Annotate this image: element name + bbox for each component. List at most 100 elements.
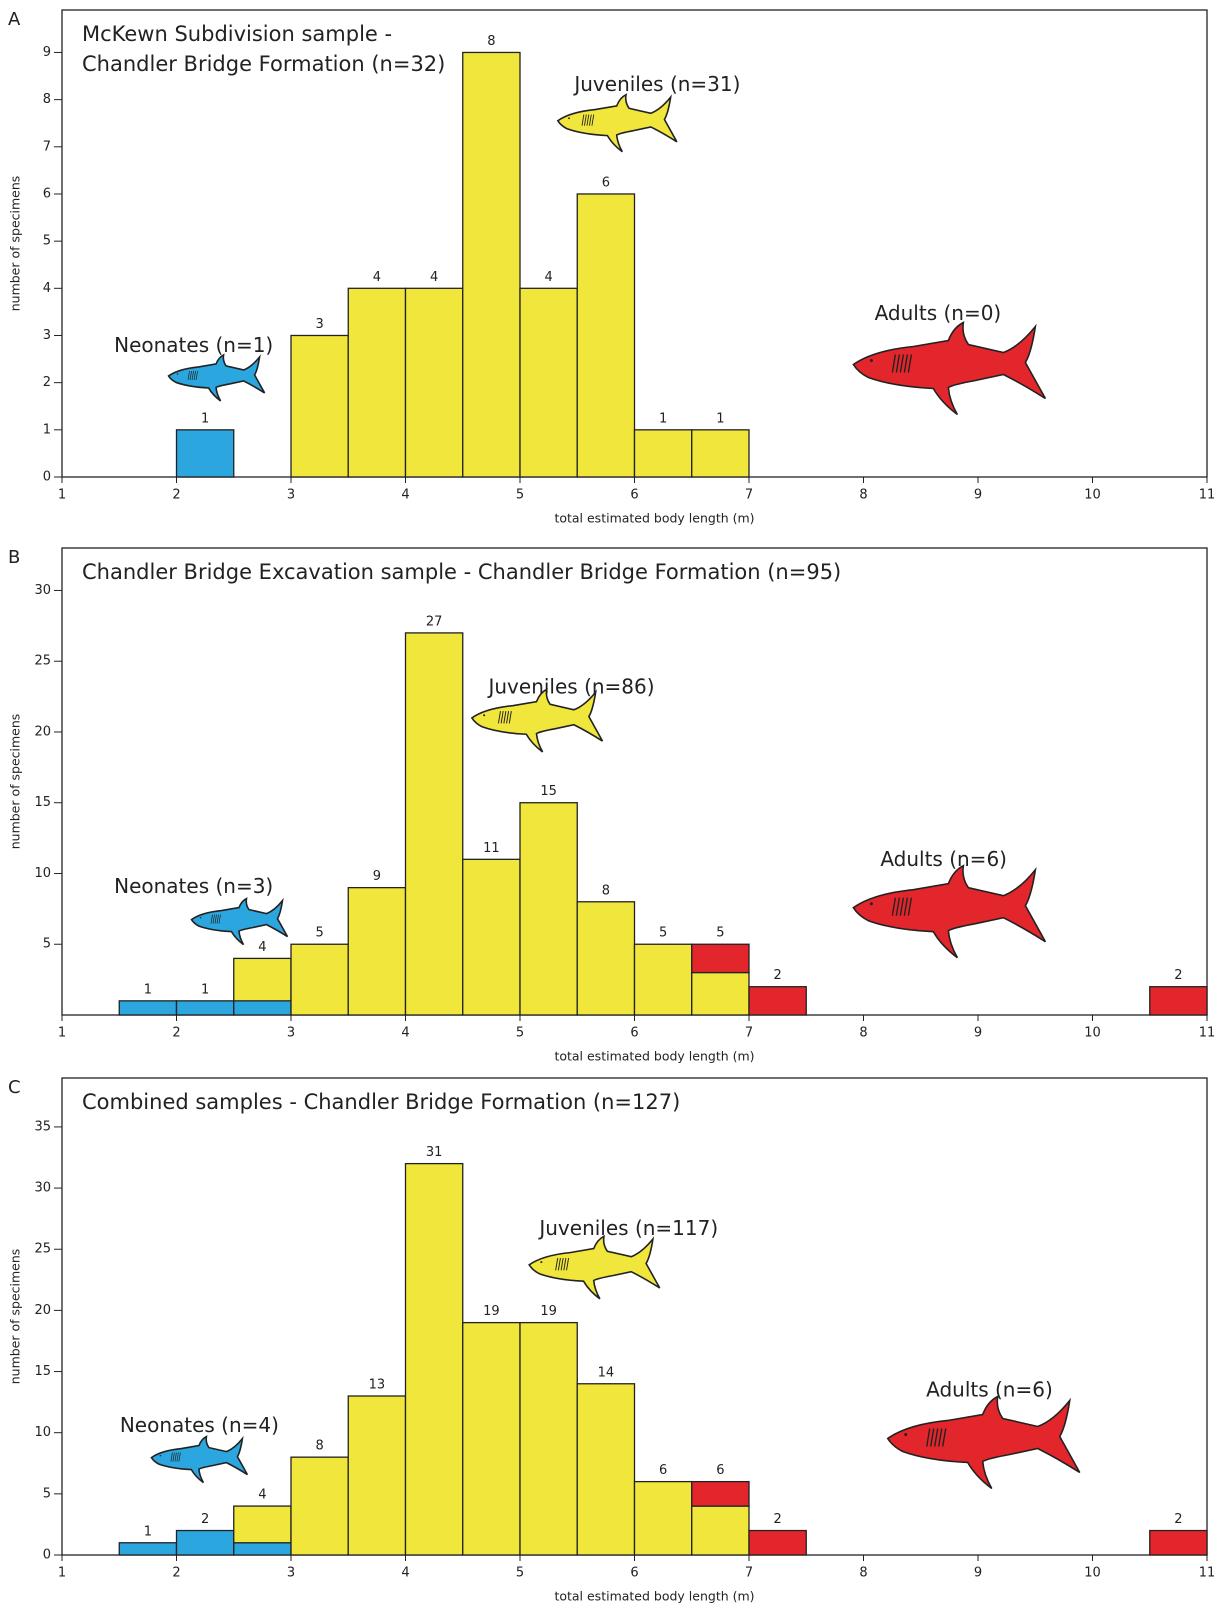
bar-label: 2 [1174, 1512, 1182, 1527]
y-tick-label: 35 [34, 1119, 51, 1134]
bar-label: 5 [716, 926, 724, 941]
shark-eye [904, 1433, 907, 1436]
shark-icon [169, 355, 265, 401]
bar-label: 6 [602, 175, 610, 190]
y-tick-label: 30 [34, 1181, 51, 1196]
x-tick-label: 6 [630, 1026, 638, 1041]
shark-eye [870, 902, 873, 905]
bar [177, 1001, 234, 1015]
bar-label: 8 [602, 883, 610, 898]
bar [1150, 987, 1207, 1015]
x-tick-label: 7 [745, 1026, 753, 1041]
shark-body [191, 899, 287, 945]
x-tick-label: 3 [287, 488, 295, 503]
bar [520, 288, 577, 477]
y-tick-label: 15 [34, 795, 51, 810]
panel-label: C [8, 1077, 21, 1098]
bar-label: 9 [373, 869, 381, 884]
x-tick-label: 1 [58, 488, 66, 503]
bar-label: 4 [373, 270, 381, 285]
shark-icon [472, 689, 603, 752]
x-tick-label: 2 [172, 488, 180, 503]
bar-label: 19 [540, 1304, 557, 1319]
bar-label: 1 [201, 411, 209, 426]
bar-label: 1 [716, 411, 724, 426]
bar-label: 8 [315, 1439, 323, 1454]
y-tick-label: 4 [43, 281, 51, 296]
legend-annotation: Juveniles (n=86) [486, 675, 654, 699]
bar [692, 430, 749, 477]
shark-icon [558, 95, 677, 152]
shark-eye [160, 1455, 162, 1457]
bar [749, 1531, 806, 1555]
panel-title: McKewn Subdivision sample - [82, 22, 392, 46]
bar [177, 1531, 234, 1555]
bar [692, 944, 749, 972]
bar [1150, 1531, 1207, 1555]
x-tick-label: 1 [58, 1026, 66, 1041]
bar [348, 888, 405, 1015]
bar [577, 902, 634, 1015]
x-tick-label: 7 [745, 488, 753, 503]
shark-body [529, 1236, 660, 1299]
x-tick-label: 3 [287, 1026, 295, 1041]
x-tick-label: 5 [516, 488, 524, 503]
x-tick-label: 6 [630, 488, 638, 503]
y-tick-label: 0 [43, 1548, 51, 1563]
y-tick-label: 8 [43, 92, 51, 107]
x-tick-label: 3 [287, 1566, 295, 1581]
y-tick-label: 25 [34, 1242, 51, 1257]
bar [291, 335, 348, 477]
shark-icon [853, 323, 1045, 415]
shark-eye [540, 1261, 542, 1263]
y-tick-label: 10 [34, 1425, 51, 1440]
bar [520, 803, 577, 1015]
bar [291, 944, 348, 1015]
bar-label: 27 [426, 614, 443, 629]
x-tick-label: 10 [1084, 1026, 1101, 1041]
legend-annotation: Adults (n=0) [875, 301, 1002, 325]
shark-eye [870, 359, 873, 362]
bar-label: 2 [773, 1512, 781, 1527]
x-tick-label: 8 [859, 1026, 867, 1041]
bar [635, 1482, 692, 1555]
bar-label: 6 [659, 1463, 667, 1478]
y-tick-label: 15 [34, 1364, 51, 1379]
panel-title: Chandler Bridge Formation (n=32) [82, 52, 445, 76]
shark-body [558, 95, 677, 152]
figure: A McKewn Subdivision sample - Chandler Bri… [0, 0, 1225, 1620]
y-tick-label: 6 [43, 186, 51, 201]
x-tick-label: 7 [745, 1566, 753, 1581]
bar-label: 15 [540, 784, 557, 799]
bar [234, 1506, 291, 1543]
y-tick-label: 20 [34, 724, 51, 739]
bar [749, 987, 806, 1015]
panel-label: A [8, 9, 21, 30]
x-tick-label: 9 [974, 488, 982, 503]
shark-body [888, 1396, 1080, 1488]
bar [635, 944, 692, 1015]
bar-label: 31 [426, 1145, 443, 1160]
legend-annotation: Adults (n=6) [926, 1378, 1053, 1402]
x-tick-label: 4 [401, 1566, 409, 1581]
y-tick-label: 1 [43, 422, 51, 437]
bar-label: 1 [144, 982, 152, 997]
x-tick-label: 6 [630, 1566, 638, 1581]
legend-annotation: Neonates (n=4) [120, 1413, 279, 1437]
bar [406, 633, 463, 1015]
x-tick-label: 5 [516, 1026, 524, 1041]
bar-label: 14 [598, 1365, 615, 1380]
bar-label: 5 [315, 926, 323, 941]
bar [463, 1323, 520, 1555]
x-tick-label: 1 [58, 1566, 66, 1581]
bar-label: 19 [483, 1304, 500, 1319]
bar-label: 4 [258, 1488, 266, 1503]
x-axis-label: total estimated body length (m) [554, 1589, 754, 1604]
panel-title: Chandler Bridge Excavation sample - Chan… [82, 560, 841, 584]
legend-annotation: Neonates (n=1) [114, 333, 273, 357]
bar [177, 430, 234, 477]
x-tick-label: 8 [859, 1566, 867, 1581]
shark-eye [177, 373, 179, 375]
y-tick-label: 20 [34, 1303, 51, 1318]
bar-label: 6 [716, 1463, 724, 1478]
